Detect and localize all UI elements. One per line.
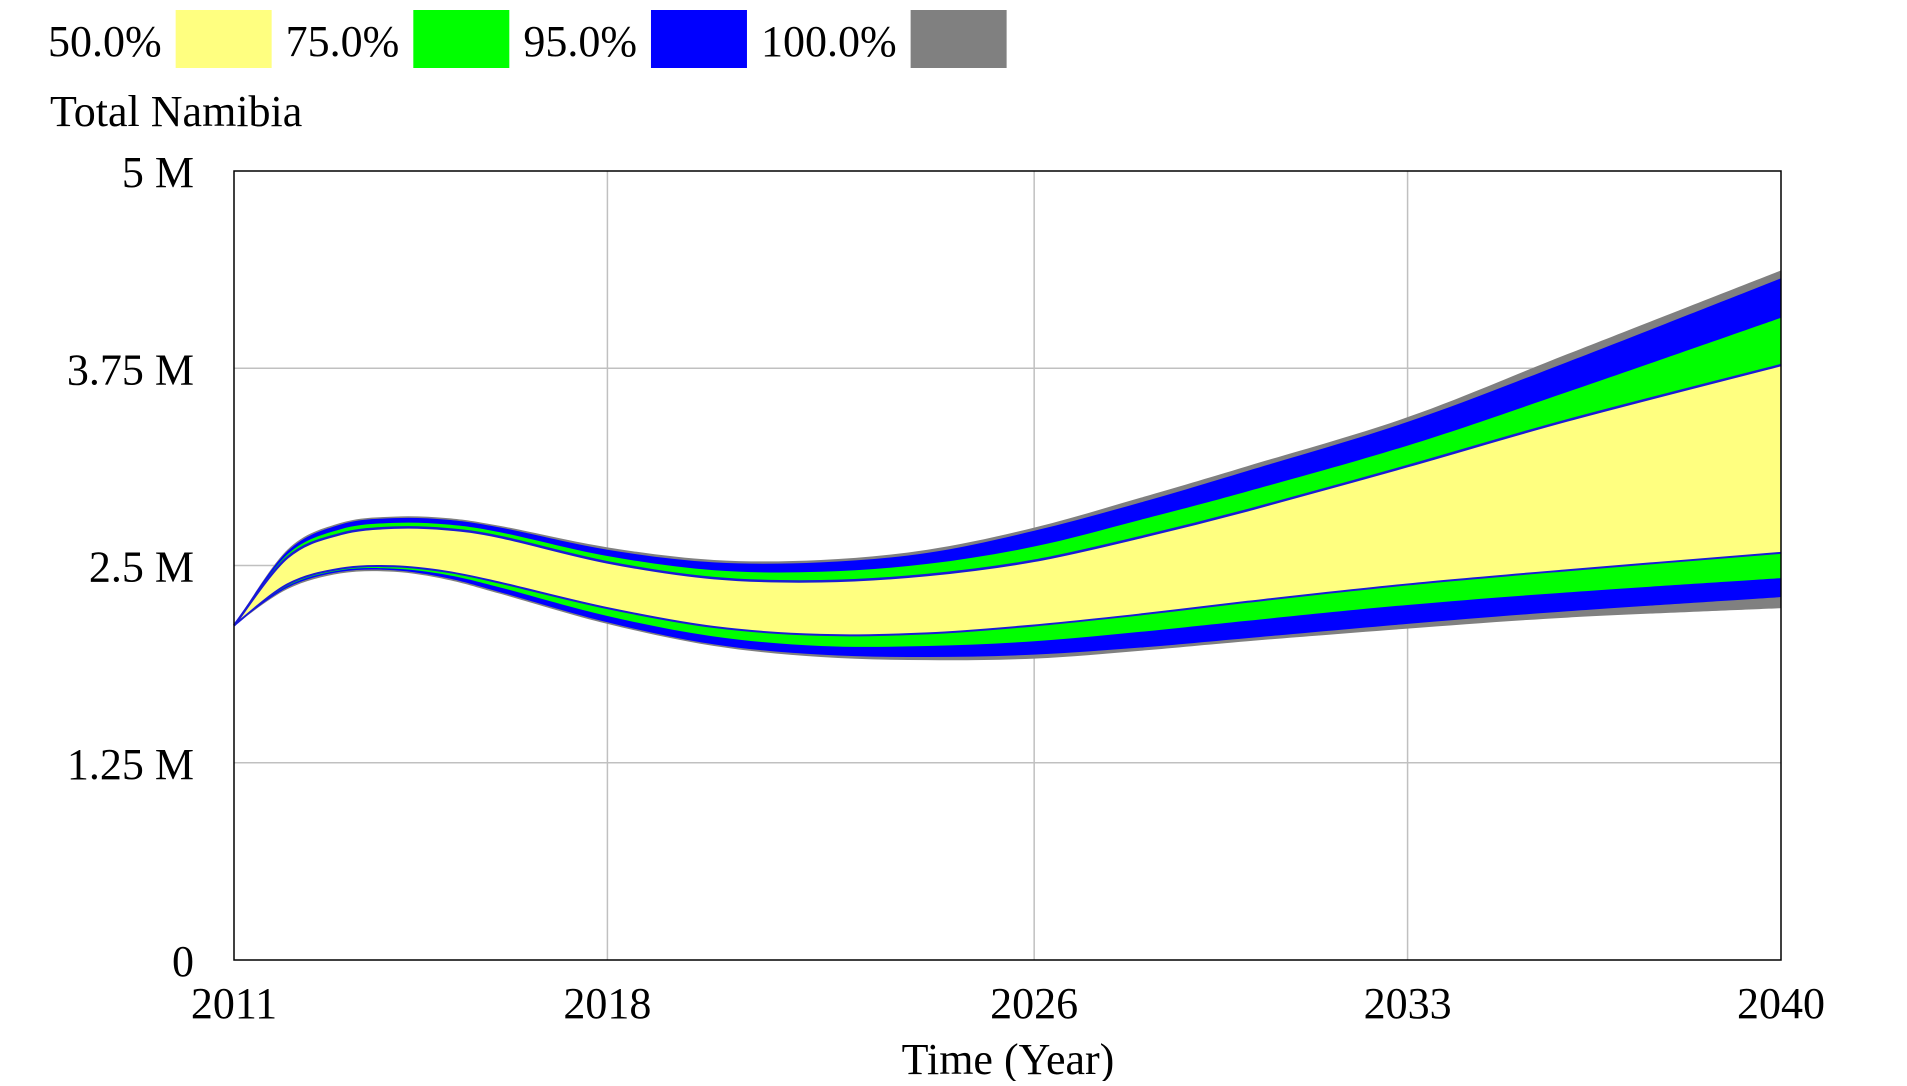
legend-swatch (413, 10, 510, 68)
legend-label: 75.0% (286, 17, 400, 66)
x-tick-label: 2011 (191, 979, 277, 1028)
x-tick-label: 2026 (990, 979, 1078, 1028)
legend-label: 100.0% (761, 17, 897, 66)
x-tick-label: 2033 (1364, 979, 1452, 1028)
x-tick-label: 2040 (1737, 979, 1825, 1028)
uncertainty-bands (234, 270, 1781, 661)
y-tick-label: 0 (172, 937, 194, 986)
legend-label: 95.0% (523, 17, 637, 66)
legend-swatch (175, 10, 272, 68)
legend: 50.0% 75.0% 95.0% 100.0% (48, 10, 1007, 68)
chart-title: Total Namibia (50, 87, 302, 136)
x-axis-ticks: 2011 2018 2026 2033 2040 (191, 979, 1825, 1028)
legend-label: 50.0% (48, 17, 162, 66)
band-boundary-lines (233, 363, 1782, 637)
x-tick-label: 2018 (563, 979, 651, 1028)
y-axis-ticks: 0 1.25 M 2.5 M 3.75 M 5 M (67, 148, 194, 986)
y-tick-label: 5 M (122, 148, 194, 197)
y-tick-label: 3.75 M (67, 345, 194, 394)
y-tick-label: 1.25 M (67, 740, 194, 789)
y-tick-label: 2.5 M (89, 543, 194, 592)
x-axis-label: Time (Year) (902, 1035, 1115, 1081)
legend-swatch (910, 10, 1007, 68)
band-50-upper-line (233, 363, 1782, 627)
legend-swatch (650, 10, 747, 68)
band-50 (234, 365, 1781, 636)
band-50-lower-line (233, 551, 1782, 637)
plot-frame (233, 170, 1782, 961)
